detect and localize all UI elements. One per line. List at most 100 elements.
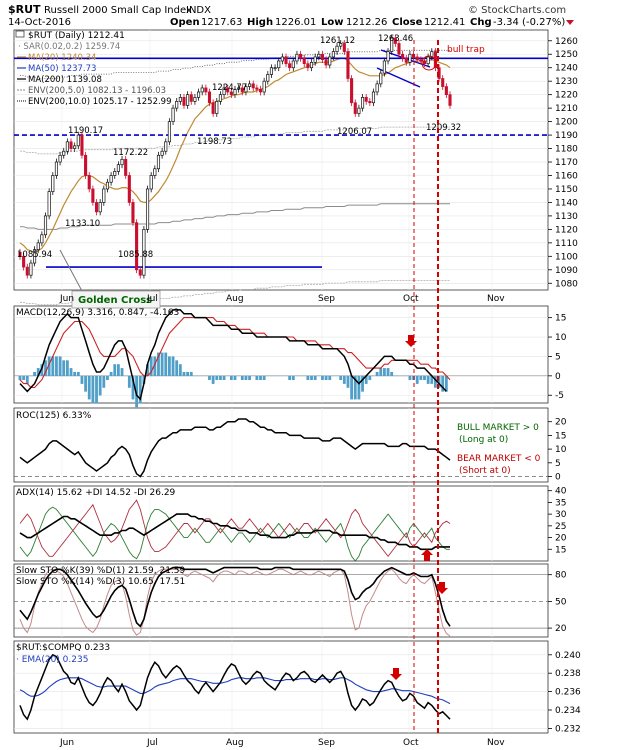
price-label: 1209.32 [426, 123, 461, 133]
candle-body [255, 87, 259, 90]
candle-body [229, 91, 233, 96]
candle-body [288, 63, 292, 69]
candle-body [193, 97, 197, 102]
candle-body [350, 78, 354, 104]
candle-body [40, 234, 44, 244]
candle-body [277, 60, 281, 69]
price-axis-tick-label: 1260 [555, 37, 578, 47]
roc-axis-tick-label: 20 [555, 418, 567, 428]
x-label-aug: Aug [226, 738, 244, 748]
macd-histogram-bar [62, 360, 66, 377]
candle-body [382, 60, 386, 74]
macd-histogram-bar [106, 375, 109, 381]
macd-histogram-bar [211, 375, 215, 384]
legend-ma20: MA(20) 1240.34 [28, 53, 96, 63]
legend-ma200: MA(200) 1139.08 [28, 75, 102, 85]
legend-sar: · SAR(0.02,0.2) 1259.74 [18, 42, 120, 52]
candle-body [415, 56, 419, 60]
price-axis-tick-label: 1240 [555, 64, 578, 74]
candle-body [142, 229, 146, 276]
roc-title: ROC(125) 6.33% [16, 411, 92, 421]
x-label-nov-top: Nov [487, 294, 505, 304]
candle-body [309, 61, 314, 69]
adx-axis-tick-label: 40 [555, 487, 567, 497]
candle-body [317, 53, 321, 58]
adx-arrow-up-icon [421, 549, 433, 561]
macd-arrow-down-icon [405, 335, 417, 347]
price-axis-tick-label: 1150 [555, 185, 578, 195]
candle-body [408, 53, 412, 63]
macd-histogram-bar [364, 375, 368, 384]
down-triangle-icon [566, 20, 574, 25]
candle-body [149, 175, 153, 190]
macd-histogram-bar [22, 375, 26, 381]
adx-axis-tick-label: 20 [555, 534, 567, 544]
macd-axis-tick-label: 10 [555, 333, 567, 343]
candle-body [291, 60, 295, 69]
candle-body [73, 145, 77, 149]
chg-value: -3.34 (-0.27%) [493, 17, 565, 28]
candle-body [22, 255, 26, 268]
macd-histogram-bar [310, 375, 313, 381]
candle-body [251, 83, 255, 89]
close-value: 1212.41 [424, 17, 465, 28]
chart-symbol: $RUT [8, 3, 41, 16]
macd-histogram-bar [313, 375, 317, 381]
candle-body [360, 97, 365, 109]
ratio-arrow-down-icon [390, 668, 402, 680]
macd-histogram-bar [244, 375, 248, 381]
price-label: 1085.94 [17, 250, 52, 260]
bull-market-note: (Long at 0) [459, 435, 508, 445]
candle-body [226, 87, 230, 93]
candle-body [138, 269, 142, 276]
macd-histogram-bar [25, 375, 29, 384]
sto-axis-tick-label: 20 [555, 624, 567, 634]
macd-histogram-bar [95, 375, 98, 404]
macd-line [19, 309, 447, 401]
env5-upper-line [20, 126, 450, 155]
legend-ma50: MA(50) 1237.73 [28, 64, 96, 74]
candle-body [422, 60, 427, 65]
candle-body [113, 171, 117, 176]
candle-body [120, 158, 124, 166]
ratio-ema-line [19, 677, 451, 705]
ratio-axis-tick-label: 0.234 [555, 706, 581, 716]
macd-histogram-bar [291, 375, 295, 381]
price-axis-tick-label: 1140 [555, 198, 578, 208]
candle-body [284, 56, 288, 65]
macd-histogram-bar [120, 368, 124, 377]
candle-body [375, 83, 379, 93]
candle-body [324, 59, 328, 66]
macd-histogram-bar [40, 364, 44, 377]
macd-histogram-bar [441, 375, 445, 392]
candle-body [182, 97, 186, 106]
candle-body [240, 87, 244, 93]
macd-histogram-bar [182, 371, 186, 377]
candle-body [91, 188, 95, 203]
macd-histogram-bar [69, 368, 73, 377]
macd-axis-tick-label: 5 [555, 352, 561, 362]
candle-body [237, 87, 241, 90]
candle-body [404, 57, 408, 63]
macd-histogram-bar [434, 375, 437, 388]
adx-axis-tick-label: 25 [555, 522, 566, 532]
price-axis-tick-label: 1190 [555, 131, 578, 141]
price-axis-tick-label: 1160 [555, 171, 578, 181]
candle-body [328, 56, 332, 66]
candle-body [302, 57, 306, 65]
macd-histogram-bar [259, 375, 262, 381]
candle-body [313, 56, 317, 63]
price-label: 1190.17 [68, 126, 103, 136]
high-label: High [247, 17, 273, 28]
x-label-oct-top: Oct [403, 294, 419, 304]
macd-histogram-bar [164, 352, 168, 377]
macd-histogram-bar [157, 352, 160, 377]
macd-histogram-bar [379, 368, 383, 377]
candle-body [69, 141, 73, 149]
ratio-ema-title: · EMA(20) 0.235 [16, 655, 88, 665]
macd-histogram-bar [321, 375, 324, 381]
adx-axis-tick-label: 30 [555, 510, 567, 520]
price-axis-tick-label: 1120 [555, 225, 578, 235]
legend-env5: ENV(200,5.0) 1082.13 - 1196.03 [28, 86, 166, 96]
